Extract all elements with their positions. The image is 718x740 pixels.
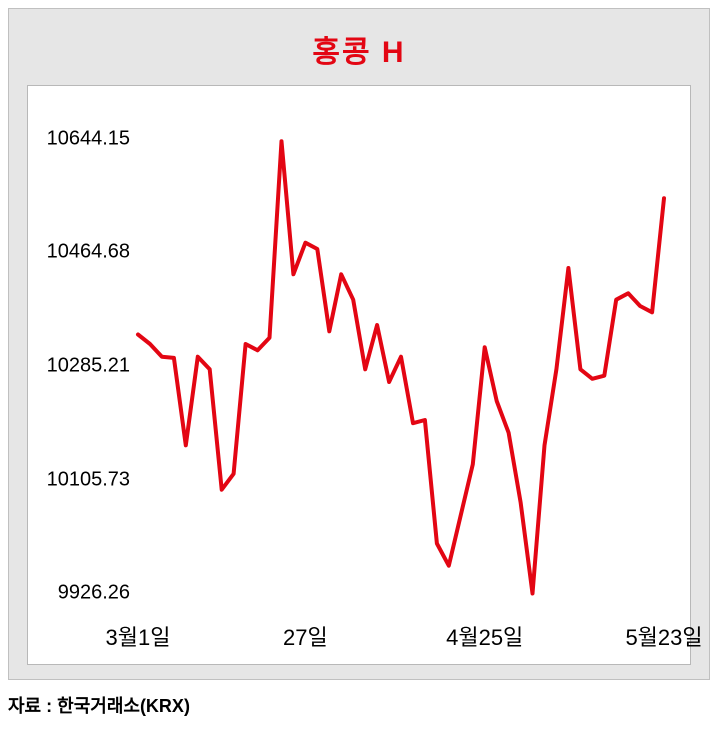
y-tick-label: 10644.15	[34, 127, 130, 150]
x-tick-label: 27일	[283, 620, 328, 652]
x-tick-label: 5월23일	[625, 620, 702, 652]
y-tick-label: 10464.68	[34, 241, 130, 264]
y-tick-label: 10105.73	[34, 468, 130, 491]
source-value: 한국거래소(KRX)	[57, 696, 190, 716]
x-tick-label: 3월1일	[106, 620, 171, 652]
chart-title: 홍콩 H	[27, 27, 691, 71]
source-line: 자료 : 한국거래소(KRX)	[8, 692, 710, 718]
series-line	[138, 141, 664, 593]
x-tick-label: 4월25일	[446, 620, 523, 652]
chart-panel: 홍콩 H 9926.26 10105.73 10285.21 10464.68 1064…	[8, 8, 710, 680]
plot-area: 9926.26 10105.73 10285.21 10464.68 10644.15 3…	[27, 85, 691, 665]
outer-container: 홍콩 H 9926.26 10105.73 10285.21 10464.68 1064…	[0, 0, 718, 740]
y-tick-label: 10285.21	[34, 355, 130, 378]
y-tick-label: 9926.26	[34, 582, 130, 605]
source-label: 자료 :	[8, 696, 52, 716]
